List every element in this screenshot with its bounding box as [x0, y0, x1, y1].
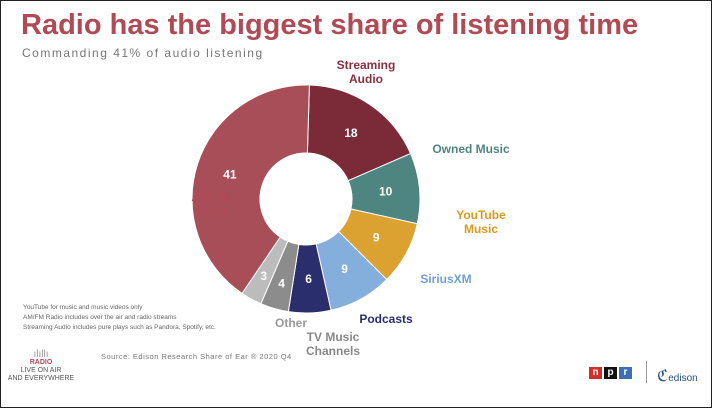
footnote: Streaming Audio includes pure plays such…: [23, 324, 216, 331]
category-label: Owned Music: [432, 142, 510, 156]
radio-logo-text: LIVE ON AIR: [20, 367, 62, 374]
category-label: TV Music Channels: [306, 330, 360, 358]
radio-logo-text: AND EVERYWHERE: [7, 375, 75, 382]
radio-logo-text: RADIO: [29, 359, 53, 366]
data-label: 6: [305, 272, 312, 286]
radio-logo: ılıllı RADIO LIVE ON AIR AND EVERYWHERE: [7, 349, 75, 383]
data-label: 18: [344, 126, 358, 140]
category-label: Podcasts: [359, 312, 413, 326]
footnote: AM/FM Radio includes over the air and ra…: [23, 314, 177, 321]
divider: [646, 361, 647, 383]
waveform-icon: ılıllı: [33, 349, 49, 360]
category-label: YouTube Music: [456, 208, 506, 236]
slice-am-fm-radio: [191, 84, 310, 295]
source-note: Source: Edison Research Share of Ear ® 2…: [101, 352, 292, 361]
npr-letter: n: [589, 367, 602, 379]
category-label: Other: [275, 316, 307, 330]
chart-subtitle: Commanding 41% of audio listening: [22, 46, 264, 60]
data-label: 9: [373, 230, 380, 244]
footnotes: YouTube for music and music videos only …: [23, 303, 216, 333]
category-label: Streaming Audio: [337, 58, 396, 86]
category-label: AM/FM Radio: [191, 190, 230, 218]
edison-logo: ℭedison: [657, 368, 698, 385]
data-label: 3: [260, 269, 267, 283]
slice-streaming-audio: [306, 84, 412, 182]
data-label: 4: [278, 277, 285, 291]
data-label: 9: [341, 262, 348, 276]
data-label: 41: [223, 167, 237, 181]
chart-title: Radio has the biggest share of listening…: [21, 9, 639, 41]
footnote: YouTube for music and music videos only: [23, 304, 143, 311]
category-label: SiriusXM: [420, 272, 471, 286]
npr-logo: n p r: [589, 367, 632, 379]
npr-letter: p: [604, 367, 617, 379]
data-label: 10: [379, 184, 393, 198]
edison-logo-text: edison: [668, 373, 698, 384]
npr-letter: r: [619, 367, 632, 379]
